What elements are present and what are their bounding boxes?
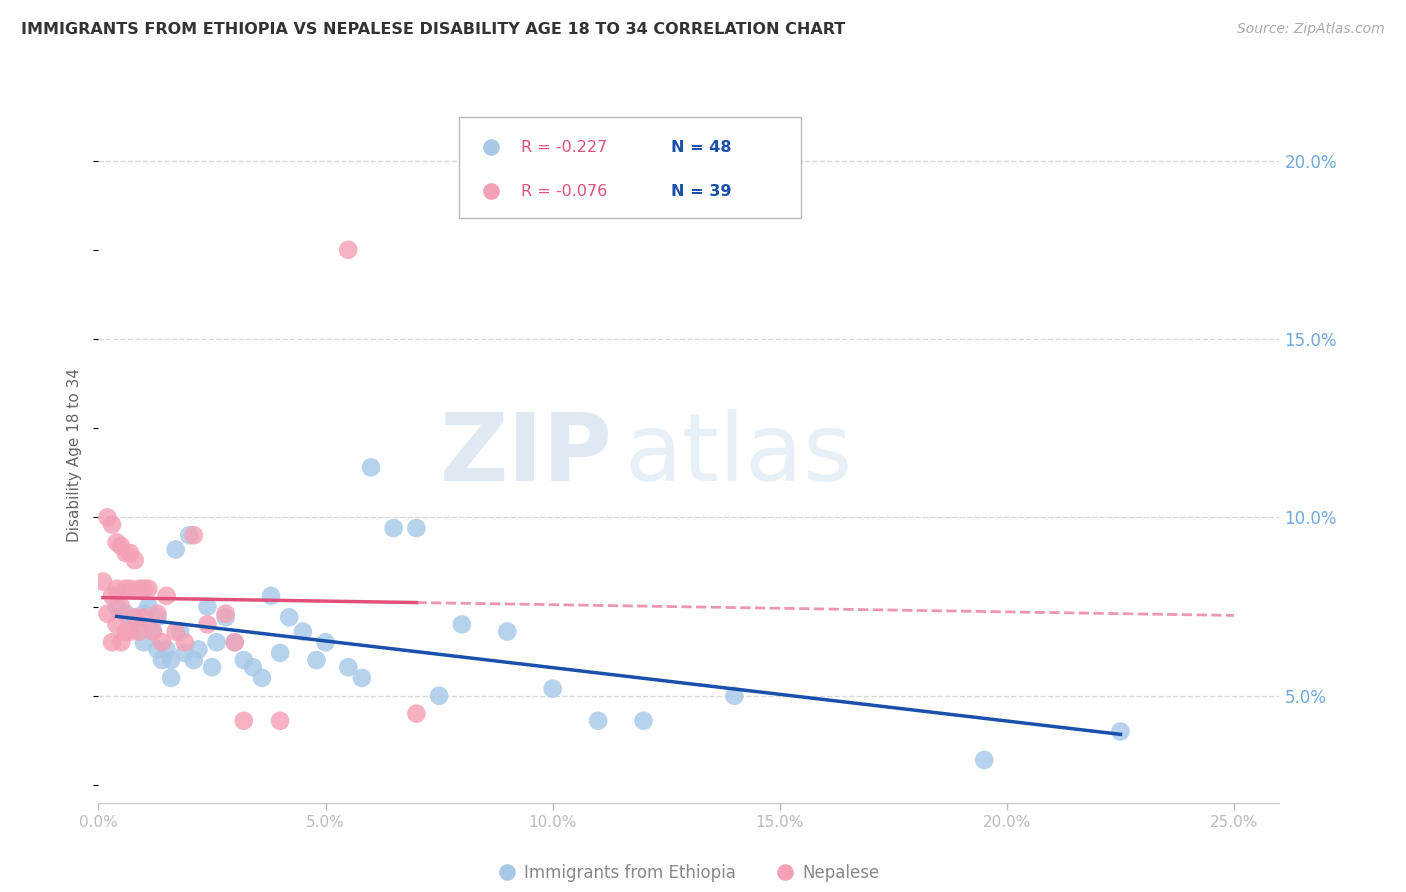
Point [132, 607, 155, 621]
Point [305, 653, 328, 667]
Text: atlas: atlas [624, 409, 852, 501]
Point [197, 617, 219, 632]
Point [128, 624, 150, 639]
Point [146, 607, 169, 621]
Point [132, 582, 155, 596]
Point [179, 528, 201, 542]
Point [101, 589, 124, 603]
Point [232, 653, 254, 667]
Point [101, 517, 124, 532]
Point [165, 624, 187, 639]
Point [142, 624, 165, 639]
Point [350, 671, 373, 685]
Text: N = 48: N = 48 [671, 140, 731, 154]
Point [105, 582, 128, 596]
Point [224, 635, 246, 649]
Point [496, 624, 519, 639]
Point [138, 582, 160, 596]
Point [224, 635, 246, 649]
Point [110, 599, 132, 614]
Point [197, 599, 219, 614]
Point [114, 624, 136, 639]
Point [165, 542, 187, 557]
Point [405, 706, 427, 721]
Point [155, 642, 177, 657]
Point [96, 510, 118, 524]
Point [124, 610, 146, 624]
Point [382, 521, 405, 535]
Point [120, 582, 142, 596]
Point [169, 624, 191, 639]
Point [138, 599, 160, 614]
Point [128, 617, 150, 632]
Text: IMMIGRANTS FROM ETHIOPIA VS NEPALESE DISABILITY AGE 18 TO 34 CORRELATION CHART: IMMIGRANTS FROM ETHIOPIA VS NEPALESE DIS… [21, 22, 845, 37]
Point [128, 582, 150, 596]
Point [269, 646, 291, 660]
Point [205, 635, 228, 649]
Point [105, 617, 128, 632]
Point [146, 610, 169, 624]
Point [723, 689, 745, 703]
Point [114, 546, 136, 560]
Point [91, 574, 114, 589]
Point [105, 599, 128, 614]
Point [250, 671, 273, 685]
Point [124, 610, 146, 624]
Point [150, 653, 173, 667]
Point [160, 671, 183, 685]
Point [315, 635, 337, 649]
Point [337, 660, 360, 674]
Point [633, 714, 655, 728]
Point [187, 642, 209, 657]
Point [214, 607, 236, 621]
Point [337, 243, 360, 257]
Point [232, 714, 254, 728]
Point [450, 617, 472, 632]
Point [110, 635, 132, 649]
Point [142, 624, 165, 639]
Point [260, 589, 283, 603]
Point [183, 528, 205, 542]
Point [360, 460, 382, 475]
Point [173, 635, 195, 649]
Point [973, 753, 995, 767]
Point [269, 714, 291, 728]
Point [155, 589, 177, 603]
Point [278, 610, 301, 624]
Point [120, 624, 142, 639]
Point [105, 535, 128, 549]
Point [405, 521, 427, 535]
Point [541, 681, 564, 696]
Point [124, 553, 146, 567]
Point [114, 582, 136, 596]
Point [120, 546, 142, 560]
Text: N = 39: N = 39 [671, 184, 731, 199]
Text: ZIP: ZIP [439, 409, 612, 501]
Point [201, 660, 224, 674]
Y-axis label: Disability Age 18 to 34: Disability Age 18 to 34 [67, 368, 83, 542]
Point [214, 610, 236, 624]
Point [242, 660, 264, 674]
Point [114, 607, 136, 621]
Text: Source: ZipAtlas.com: Source: ZipAtlas.com [1237, 22, 1385, 37]
FancyBboxPatch shape [458, 118, 801, 219]
Point [291, 624, 314, 639]
Point [183, 653, 205, 667]
Point [150, 635, 173, 649]
Point [1109, 724, 1132, 739]
Point [586, 714, 609, 728]
Point [146, 642, 169, 657]
Point [132, 635, 155, 649]
Point [110, 539, 132, 553]
Text: R = -0.227: R = -0.227 [522, 140, 607, 154]
Point [101, 635, 124, 649]
Point [132, 610, 155, 624]
Point [173, 646, 195, 660]
Point [160, 653, 183, 667]
Text: R = -0.076: R = -0.076 [522, 184, 607, 199]
Point [96, 607, 118, 621]
Point [427, 689, 450, 703]
Legend: Immigrants from Ethiopia, Nepalese: Immigrants from Ethiopia, Nepalese [492, 857, 886, 888]
